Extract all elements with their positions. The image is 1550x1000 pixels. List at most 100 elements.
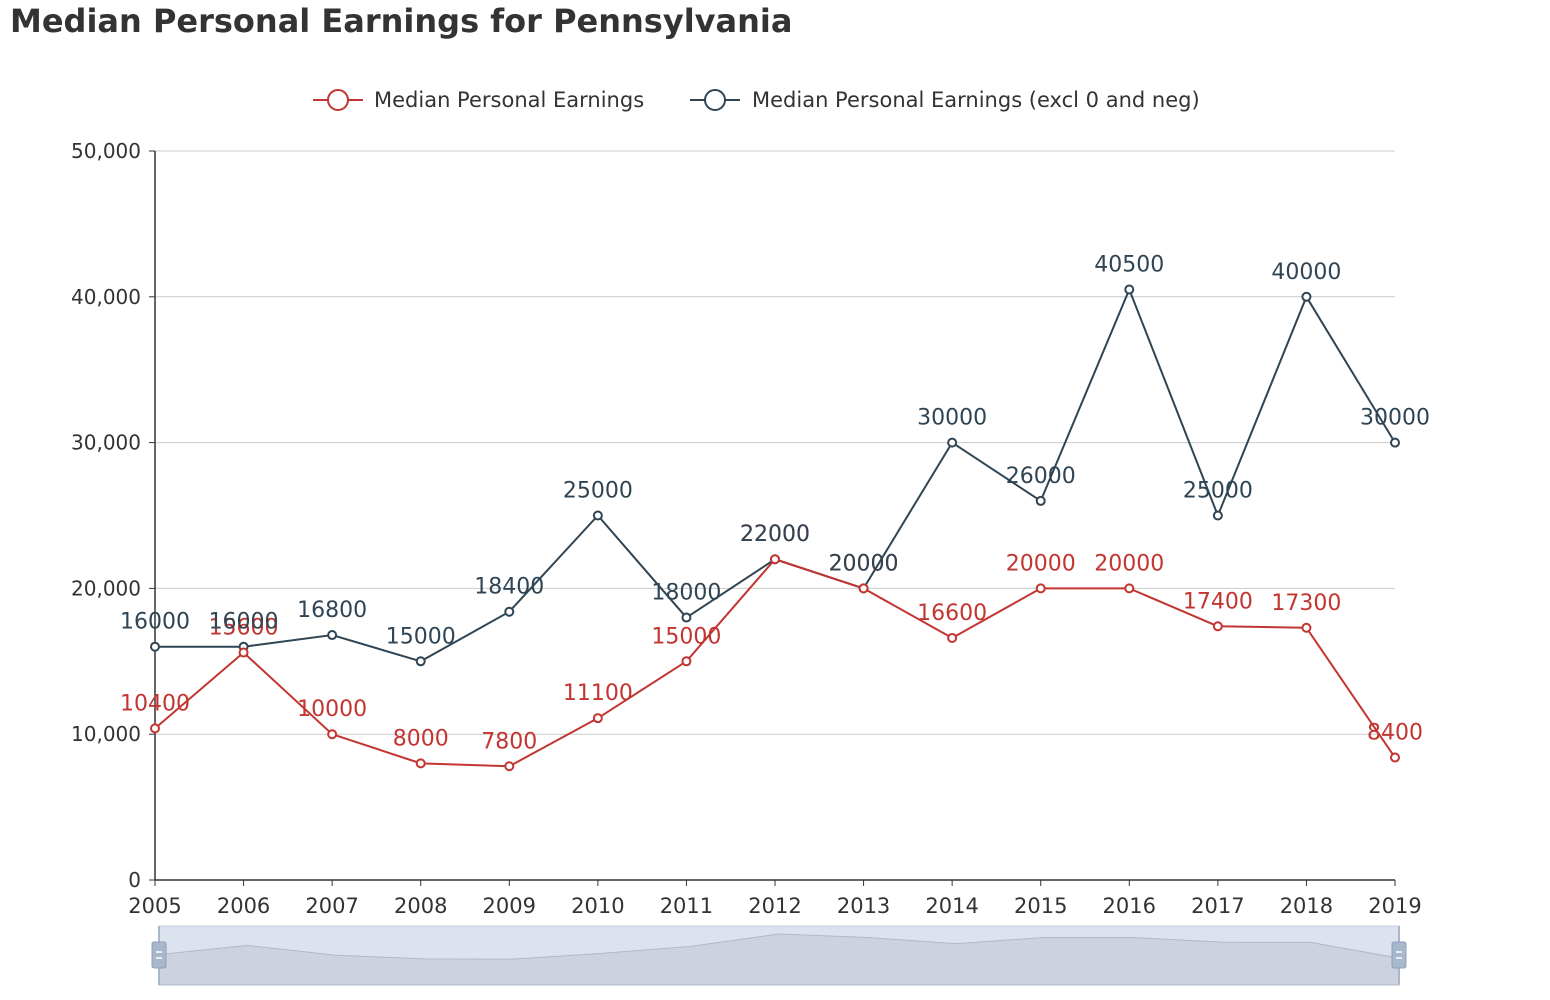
data-point[interactable] [504, 761, 515, 772]
data-point[interactable] [681, 656, 692, 667]
data-label: 15000 [386, 624, 456, 649]
data-point[interactable] [327, 630, 338, 641]
x-tick-label: 2012 [748, 894, 801, 918]
data-point[interactable] [238, 647, 249, 658]
legend: Median Personal Earnings Median Personal… [313, 88, 1200, 112]
data-point[interactable] [327, 729, 338, 740]
data-point[interactable] [858, 583, 869, 594]
data-label: 16000 [120, 610, 190, 635]
data-label: 16600 [917, 601, 987, 626]
y-tick-label: 0 [128, 868, 141, 892]
data-label: 8000 [393, 726, 449, 751]
x-tick-label: 2010 [571, 894, 624, 918]
data-label: 20000 [1094, 551, 1164, 576]
x-tick-label: 2014 [925, 894, 978, 918]
zoom-preview-area [158, 933, 1400, 986]
data-point[interactable] [1301, 622, 1312, 633]
data-labels: 10400 15600 10000 8000 7800 11100 15000 22000 20… [120, 253, 1430, 755]
data-label: 40000 [1271, 260, 1341, 285]
data-label: 20000 [1006, 551, 1076, 576]
data-label: 10400 [120, 691, 190, 716]
y-tick-label: 40,000 [71, 285, 141, 309]
x-tick-label: 2016 [1103, 894, 1156, 918]
legend-circle-icon [327, 89, 349, 111]
legend-item-median-earnings[interactable]: Median Personal Earnings [313, 88, 644, 112]
y-tick-label: 20,000 [71, 576, 141, 600]
data-label: 20000 [829, 551, 899, 576]
data-point[interactable] [592, 713, 603, 724]
series-layer [150, 284, 1400, 772]
data-point[interactable] [1212, 510, 1223, 521]
data-label: 18400 [474, 575, 544, 600]
data-point[interactable] [415, 758, 426, 769]
data-point[interactable] [1035, 583, 1046, 594]
data-label: 30000 [1360, 406, 1430, 431]
data-point[interactable] [415, 656, 426, 667]
data-point[interactable] [1390, 437, 1400, 448]
data-label: 8400 [1367, 721, 1423, 746]
data-point[interactable] [1124, 583, 1135, 594]
data-label: 30000 [917, 406, 987, 431]
data-point[interactable] [681, 612, 692, 623]
data-label: 7800 [481, 729, 537, 754]
data-label: 17300 [1271, 591, 1341, 616]
x-tick-label: 2006 [217, 894, 270, 918]
data-point[interactable] [947, 632, 958, 643]
x-tick-label: 2007 [305, 894, 358, 918]
data-label: 22000 [740, 522, 810, 547]
data-point[interactable] [1390, 752, 1400, 763]
data-point[interactable] [238, 641, 249, 652]
data-point[interactable] [1035, 495, 1046, 506]
x-tick-label: 2005 [128, 894, 181, 918]
x-tick-label: 2019 [1368, 894, 1421, 918]
x-tick-label: 2013 [837, 894, 890, 918]
data-label: 20000 [829, 551, 899, 576]
y-tick-label: 30,000 [71, 431, 141, 455]
data-label: 18000 [651, 581, 721, 606]
data-label: 16800 [297, 598, 367, 623]
data-point[interactable] [504, 606, 515, 617]
data-point[interactable] [150, 723, 160, 734]
data-label: 15000 [651, 624, 721, 649]
grid-lines [155, 150, 1395, 735]
data-label: 25000 [563, 479, 633, 504]
x-tick-label: 2017 [1191, 894, 1244, 918]
data-point[interactable] [592, 510, 603, 521]
zoom-handle-left[interactable] [151, 941, 167, 969]
legend-item-median-earnings-excl[interactable]: Median Personal Earnings (excl 0 and neg… [690, 88, 1200, 112]
y-tick-label: 50,000 [71, 139, 141, 163]
data-label: 16000 [209, 610, 279, 635]
data-point[interactable] [770, 554, 780, 565]
data-label: 10000 [297, 697, 367, 722]
data-label: 15600 [209, 616, 279, 641]
series-line [154, 558, 1396, 768]
data-point[interactable] [770, 554, 780, 565]
data-label: 11100 [563, 681, 633, 706]
data-point[interactable] [1212, 621, 1223, 632]
x-tick-label: 2008 [394, 894, 447, 918]
data-label: 25000 [1183, 479, 1253, 504]
data-label: 40500 [1094, 253, 1164, 278]
x-tick-label: 2018 [1280, 894, 1333, 918]
y-tick-label: 10,000 [71, 722, 141, 746]
x-tick-label: 2011 [660, 894, 713, 918]
x-tick-label: 2009 [483, 894, 536, 918]
series-line [155, 288, 1396, 663]
axes: 0 10,000 20,000 30,000 40,000 50,000 2005 2006 2… [71, 139, 1422, 918]
data-zoom-slider[interactable] [151, 925, 1407, 986]
data-point[interactable] [858, 583, 869, 594]
data-label: 22000 [740, 522, 810, 547]
data-point[interactable] [1301, 291, 1312, 302]
chart-title: Median Personal Earnings for Pennsylvani… [10, 2, 793, 40]
zoom-handle-right[interactable] [1391, 941, 1407, 969]
legend-label: Median Personal Earnings (excl 0 and neg… [752, 88, 1200, 112]
x-tick-label: 2015 [1014, 894, 1067, 918]
data-point[interactable] [947, 437, 958, 448]
data-point[interactable] [150, 641, 160, 652]
legend-circle-icon [704, 89, 726, 111]
data-label: 17400 [1183, 589, 1253, 614]
data-label: 26000 [1006, 464, 1076, 489]
data-point[interactable] [1124, 284, 1135, 295]
legend-label: Median Personal Earnings [374, 88, 644, 112]
